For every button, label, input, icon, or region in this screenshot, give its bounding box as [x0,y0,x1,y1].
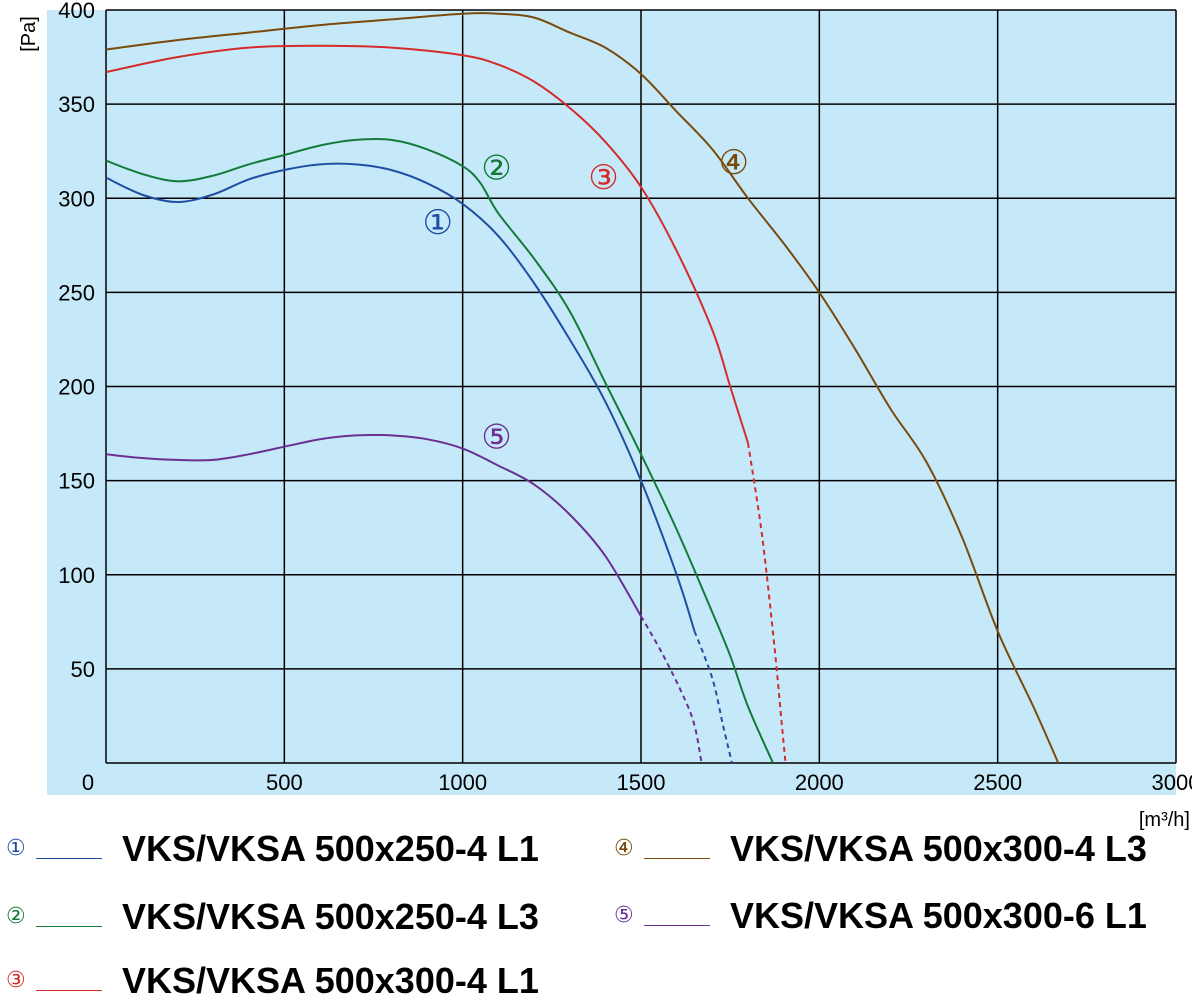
series-curve-4 [105,12,1060,764]
y-tick-label: 350 [58,92,95,117]
plot-background [47,10,1176,795]
series-curve-3 [105,44,749,444]
y-tick-label: 200 [58,375,95,400]
series-tag-5: ⑤ [481,418,511,458]
series-tag-4: ④ [718,143,748,183]
series-curve-5 [105,433,642,617]
x-tick-label: 1000 [438,770,487,795]
x-tick-label: 3000 [1152,770,1192,795]
series-tag-3: ③ [588,158,618,198]
series-tag-2: ② [481,149,511,189]
series-curve-extension-1 [693,630,733,764]
y-tick-label: 300 [58,186,95,211]
x-tick-label: 500 [266,770,303,795]
y-tick-label: 250 [58,280,95,305]
series-curve-2 [105,137,774,764]
x-tick-label: 0 [82,770,94,795]
x-tick-label: 2500 [973,770,1022,795]
x-axis-label: [m³/h] [1139,809,1190,831]
series-curve-extension-5 [640,615,703,764]
y-tick-label: 150 [58,469,95,494]
y-axis-label: [Pa] [18,16,40,52]
y-tick-label: 100 [58,563,95,588]
y-tick-label: 50 [71,657,95,682]
x-tick-label: 2000 [795,770,844,795]
y-tick-label: 400 [58,0,95,23]
series-curve-1 [105,162,696,632]
series-tag-1: ① [422,203,452,243]
series-curve-extension-3 [747,442,787,764]
x-tick-label: 1500 [617,770,666,795]
